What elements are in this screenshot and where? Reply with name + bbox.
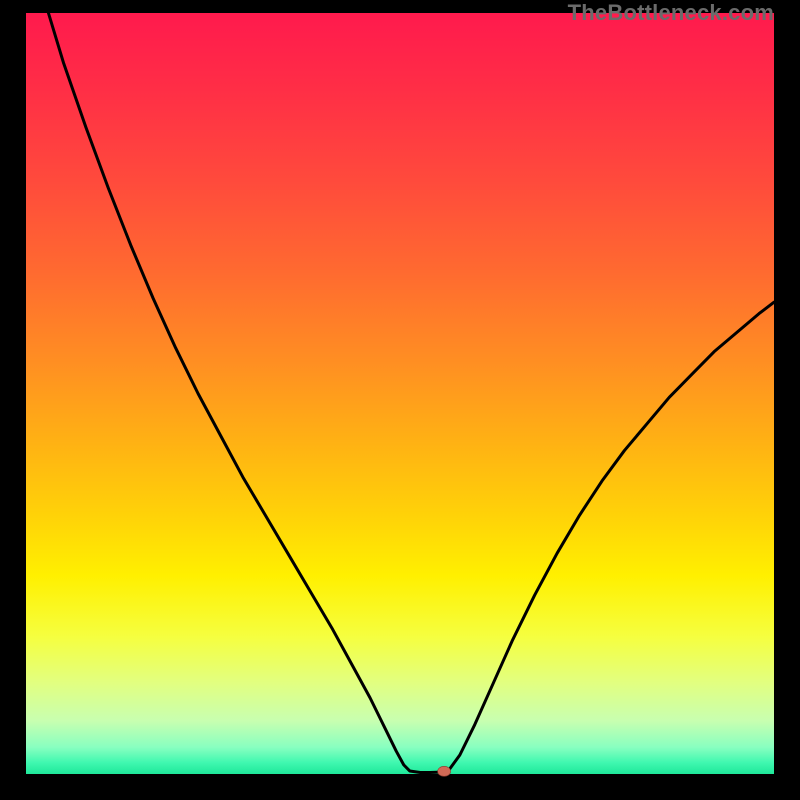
curve-layer (26, 13, 774, 774)
plot-area (26, 13, 774, 774)
minimum-marker (438, 766, 451, 776)
watermark-link[interactable]: TheBottleneck.com (568, 0, 774, 26)
bottleneck-curve (48, 13, 774, 772)
